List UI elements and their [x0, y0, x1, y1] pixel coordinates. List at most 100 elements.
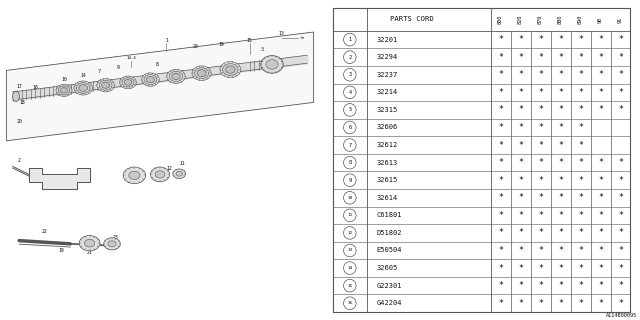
Text: 13: 13	[348, 249, 353, 252]
Text: 91: 91	[618, 16, 623, 22]
Text: *: *	[498, 88, 503, 97]
Ellipse shape	[108, 241, 116, 247]
Text: *: *	[598, 35, 603, 44]
Text: 15: 15	[247, 37, 252, 43]
Ellipse shape	[155, 171, 165, 178]
Text: *: *	[538, 158, 543, 167]
Text: *: *	[578, 228, 583, 237]
Text: 890: 890	[578, 15, 583, 24]
Text: *: *	[598, 193, 603, 202]
Text: *: *	[538, 176, 543, 185]
Text: *: *	[558, 70, 563, 79]
Text: *: *	[498, 70, 503, 79]
Text: *: *	[538, 299, 543, 308]
Text: *: *	[518, 299, 523, 308]
Text: 12: 12	[167, 166, 172, 172]
Text: *: *	[618, 246, 623, 255]
Text: *: *	[558, 53, 563, 62]
Ellipse shape	[129, 171, 140, 180]
Text: 4: 4	[175, 73, 177, 78]
Text: *: *	[558, 193, 563, 202]
Text: *: *	[558, 158, 563, 167]
Text: 6: 6	[348, 125, 351, 130]
Ellipse shape	[220, 61, 241, 77]
Text: *: *	[538, 211, 543, 220]
Text: *: *	[598, 88, 603, 97]
Text: *: *	[498, 158, 503, 167]
Text: *: *	[578, 299, 583, 308]
Text: 32214: 32214	[377, 89, 398, 95]
Text: *: *	[598, 246, 603, 255]
Text: 3: 3	[348, 72, 351, 77]
Text: 870: 870	[538, 15, 543, 24]
Text: *: *	[498, 176, 503, 185]
Text: *: *	[598, 176, 603, 185]
Text: 8: 8	[156, 61, 158, 67]
Text: 32606: 32606	[377, 124, 398, 131]
Text: PARTS CORD: PARTS CORD	[390, 16, 433, 22]
Text: *: *	[558, 140, 563, 149]
Ellipse shape	[61, 88, 68, 93]
Ellipse shape	[124, 79, 132, 85]
Text: *: *	[558, 211, 563, 220]
Ellipse shape	[261, 56, 284, 73]
Text: *: *	[498, 35, 503, 44]
Ellipse shape	[84, 239, 95, 247]
Text: *: *	[498, 53, 503, 62]
Ellipse shape	[266, 60, 278, 69]
Ellipse shape	[147, 76, 154, 83]
Text: *: *	[558, 246, 563, 255]
Text: 20: 20	[17, 119, 22, 124]
Text: *: *	[578, 123, 583, 132]
Text: *: *	[558, 176, 563, 185]
Text: *: *	[498, 105, 503, 114]
Text: *: *	[518, 88, 523, 97]
Ellipse shape	[58, 86, 70, 95]
Text: 32201: 32201	[377, 36, 398, 43]
Text: 2: 2	[18, 157, 20, 163]
Text: 2: 2	[348, 55, 351, 60]
Text: *: *	[518, 105, 523, 114]
Text: G42204: G42204	[377, 300, 403, 306]
Text: *: *	[578, 35, 583, 44]
Text: 18: 18	[20, 100, 25, 105]
Text: *: *	[518, 123, 523, 132]
Text: *: *	[498, 246, 503, 255]
Text: *: *	[498, 193, 503, 202]
Ellipse shape	[197, 70, 206, 77]
Text: *: *	[518, 35, 523, 44]
Text: C61801: C61801	[377, 212, 403, 218]
Text: *: *	[518, 70, 523, 79]
Text: 22: 22	[42, 228, 47, 234]
Text: 19: 19	[58, 248, 63, 253]
Text: *: *	[598, 53, 603, 62]
Text: 17: 17	[17, 84, 22, 89]
Ellipse shape	[79, 236, 100, 251]
Text: 11: 11	[180, 161, 185, 166]
Text: 32237: 32237	[377, 72, 398, 78]
Text: 11: 11	[348, 213, 353, 217]
Ellipse shape	[56, 84, 72, 97]
Text: 7: 7	[98, 68, 100, 74]
Text: 32615: 32615	[377, 177, 398, 183]
Text: *: *	[618, 299, 623, 308]
Text: *: *	[598, 264, 603, 273]
Text: 32614: 32614	[377, 195, 398, 201]
Text: G22301: G22301	[377, 283, 403, 289]
Text: *: *	[598, 211, 603, 220]
Ellipse shape	[176, 171, 182, 176]
Text: 14-6: 14-6	[126, 56, 136, 60]
Ellipse shape	[102, 82, 109, 88]
Ellipse shape	[79, 84, 88, 92]
Text: *: *	[578, 193, 583, 202]
Text: *: *	[578, 105, 583, 114]
Text: 3: 3	[261, 47, 264, 52]
Polygon shape	[29, 168, 90, 189]
Text: 32612: 32612	[377, 142, 398, 148]
Text: *: *	[498, 281, 503, 290]
Text: *: *	[558, 281, 563, 290]
Text: *: *	[538, 246, 543, 255]
Text: *: *	[498, 264, 503, 273]
Text: *: *	[558, 299, 563, 308]
Ellipse shape	[141, 73, 159, 86]
